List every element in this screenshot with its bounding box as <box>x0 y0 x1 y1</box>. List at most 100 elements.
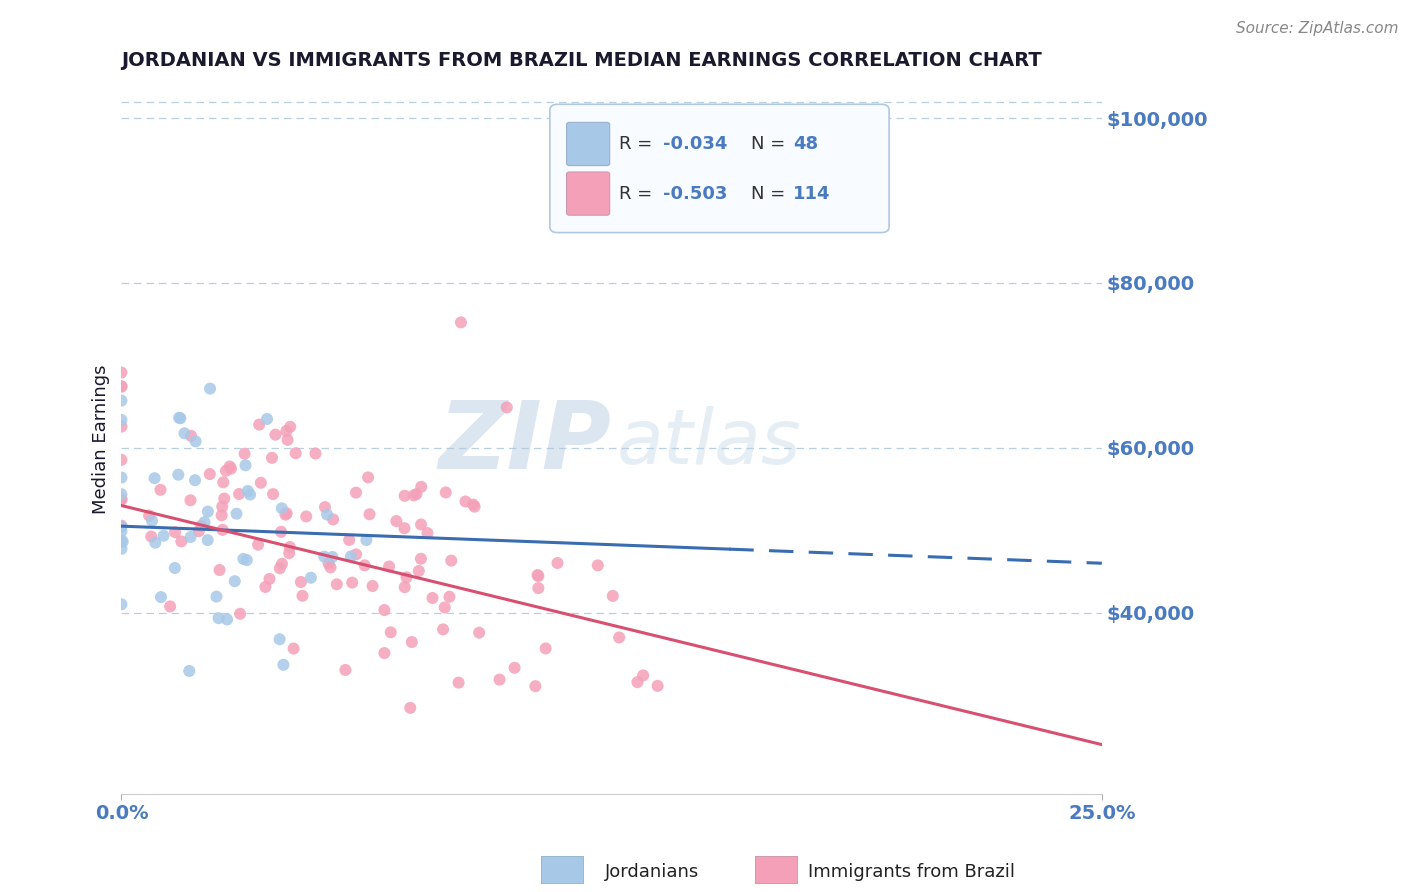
Point <box>503 661 526 675</box>
Point <box>229 607 252 621</box>
Y-axis label: Median Earnings: Median Earnings <box>93 365 110 515</box>
Point <box>260 450 283 465</box>
Point <box>110 487 132 501</box>
Point <box>207 611 229 625</box>
Point <box>110 493 132 508</box>
Text: JORDANIAN VS IMMIGRANTS FROM BRAZIL MEDIAN EARNINGS CORRELATION CHART: JORDANIAN VS IMMIGRANTS FROM BRAZIL MEDI… <box>121 51 1042 70</box>
Point <box>110 379 132 393</box>
Point <box>401 635 423 649</box>
Text: R =: R = <box>619 135 658 153</box>
Point <box>314 549 336 564</box>
Point <box>299 571 322 585</box>
Point <box>647 679 669 693</box>
Point <box>433 600 456 615</box>
Point <box>198 382 221 396</box>
Point <box>110 597 132 611</box>
Point <box>277 433 299 447</box>
FancyBboxPatch shape <box>567 172 610 215</box>
Point <box>380 625 402 640</box>
Text: 48: 48 <box>793 135 818 153</box>
Point <box>271 557 294 571</box>
Point <box>247 538 270 552</box>
Point <box>488 673 510 687</box>
Point <box>340 549 363 564</box>
Point <box>270 501 292 516</box>
Point <box>335 663 357 677</box>
Point <box>167 467 190 482</box>
Point <box>395 570 418 584</box>
Point <box>224 574 246 589</box>
Point <box>110 419 132 434</box>
Point <box>205 590 228 604</box>
Point <box>179 664 201 678</box>
Point <box>318 557 340 571</box>
Point <box>283 641 305 656</box>
Text: Jordanians: Jordanians <box>605 863 699 881</box>
Point <box>232 552 254 566</box>
Point <box>236 483 259 498</box>
Point <box>259 572 281 586</box>
Point <box>526 568 548 582</box>
Point <box>408 564 430 578</box>
Point <box>110 366 132 380</box>
Point <box>432 623 454 637</box>
Point <box>193 515 215 529</box>
Point <box>190 518 212 533</box>
Point <box>219 461 242 475</box>
Point <box>416 526 439 541</box>
Point <box>169 411 191 425</box>
Point <box>264 427 287 442</box>
Point <box>385 514 408 528</box>
Point <box>110 470 132 484</box>
Point <box>110 393 132 408</box>
Point <box>110 524 132 539</box>
Point <box>167 410 190 425</box>
Point <box>262 487 284 501</box>
Point <box>110 491 132 506</box>
Point <box>179 493 201 508</box>
Point <box>141 529 163 543</box>
Point <box>394 580 416 594</box>
Point <box>149 483 172 497</box>
Point <box>211 508 233 523</box>
Text: Source: ZipAtlas.com: Source: ZipAtlas.com <box>1236 21 1399 36</box>
Point <box>357 470 380 484</box>
Point <box>143 471 166 485</box>
Point <box>254 580 277 594</box>
Point <box>110 520 132 534</box>
Point <box>212 491 235 506</box>
Point <box>141 514 163 528</box>
Point <box>440 553 463 567</box>
Point <box>394 521 416 535</box>
Point <box>607 631 630 645</box>
Text: atlas: atlas <box>617 406 801 480</box>
Point <box>326 577 349 591</box>
Point <box>217 612 239 626</box>
Point <box>468 625 491 640</box>
Point <box>399 701 422 715</box>
Point <box>524 679 547 693</box>
Point <box>319 560 342 574</box>
Point <box>342 575 364 590</box>
Point <box>378 559 401 574</box>
Point <box>276 424 298 438</box>
Point <box>373 603 395 617</box>
Point <box>110 453 132 467</box>
Point <box>163 561 186 575</box>
Point <box>180 530 202 544</box>
Point <box>284 446 307 460</box>
Point <box>250 475 273 490</box>
Point <box>450 315 472 329</box>
Point <box>631 668 654 682</box>
Point <box>218 459 240 474</box>
Point <box>239 487 262 501</box>
Text: ZIP: ZIP <box>439 397 612 489</box>
Point <box>278 546 301 560</box>
Text: R =: R = <box>619 185 658 202</box>
Point <box>270 524 292 539</box>
Point <box>402 488 425 502</box>
Point <box>411 480 433 494</box>
Point <box>276 506 298 520</box>
Point <box>409 551 432 566</box>
Point <box>138 508 160 523</box>
